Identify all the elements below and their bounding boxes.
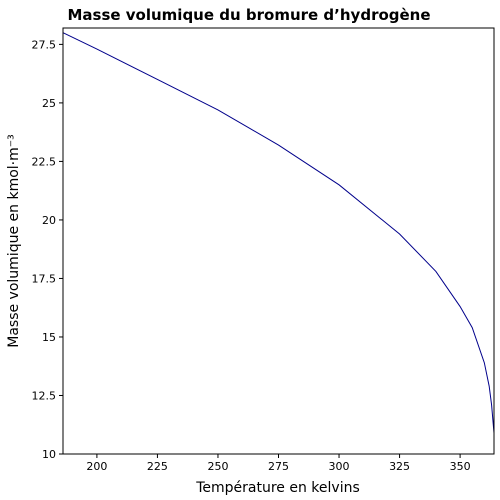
- y-tick-label: 22.5: [32, 155, 57, 168]
- y-tick-label: 27.5: [32, 38, 57, 51]
- x-tick-label: 275: [268, 460, 289, 473]
- x-axis: 200 225 250 275 300 325 350: [86, 454, 471, 473]
- y-tick-label: 17.5: [32, 272, 57, 285]
- x-axis-label: Température en kelvins: [195, 480, 360, 496]
- x-tick-label: 325: [389, 460, 410, 473]
- y-axis: 10 12.5 15 17.5 20 22.5 25 27.5: [32, 38, 63, 461]
- series-line-0: [62, 32, 495, 433]
- x-tick-label: 300: [329, 460, 350, 473]
- y-tick-label: 12.5: [32, 389, 57, 402]
- x-tick-label: 350: [450, 460, 471, 473]
- chart-title: Masse volumique du bromure d’hydrogène: [67, 6, 430, 24]
- y-tick-label: 15: [42, 331, 56, 344]
- x-tick-label: 200: [86, 460, 107, 473]
- y-tick-label: 20: [42, 214, 56, 227]
- x-tick-label: 225: [147, 460, 168, 473]
- plot-area: [62, 32, 495, 433]
- y-tick-label: 10: [42, 448, 56, 461]
- y-axis-label: Masse volumique en kmol·m⁻³: [6, 134, 22, 348]
- y-tick-label: 25: [42, 97, 56, 110]
- x-tick-label: 250: [207, 460, 228, 473]
